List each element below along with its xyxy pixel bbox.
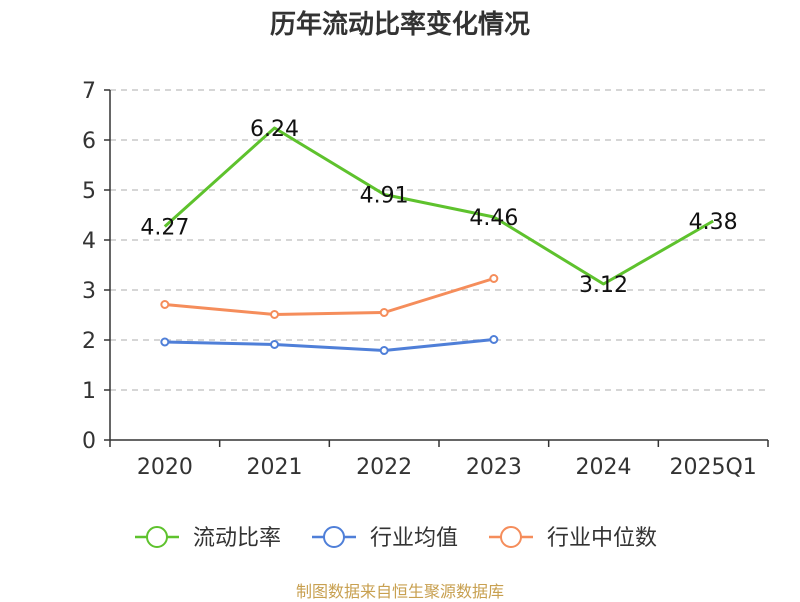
data-label: 6.24 [250,117,299,142]
data-label: 4.91 [360,184,409,209]
legend: 流动比率 行业均值 行业中位数 [135,526,657,551]
y-tick-label: 5 [82,179,96,204]
series-line-2 [164,277,495,316]
x-tick-label: 2024 [576,455,632,480]
x-tick-label: 2022 [356,455,412,480]
y-tick-label: 0 [82,429,96,454]
data-point [379,346,389,355]
data-point [160,337,170,347]
y-tick-label: 7 [82,79,96,104]
y-tick-label: 6 [82,129,96,154]
y-tick-label: 1 [82,379,96,404]
y-tick-label: 4 [82,229,96,254]
x-tick-label: 2020 [137,455,193,480]
legend-label: 流动比率 [193,526,281,551]
data-label: 3.12 [579,273,628,298]
data-label: 4.27 [140,216,189,241]
data-point [270,340,279,349]
x-tick-label: 2023 [466,455,522,480]
legend-label: 行业均值 [370,526,458,551]
source-note: 制图数据来自恒生聚源数据库 [295,582,504,601]
legend-marker [323,526,345,548]
series-lines [160,126,714,355]
series-line-0 [163,126,714,286]
legend-label: 行业中位数 [547,526,657,551]
chart-title: 历年流动比率变化情况 [269,10,530,40]
axes: 0 1 2 3 4 5 6 7 2020 2021 2022 2023 2024 2025Q1 [82,79,769,480]
x-tick-label: 2021 [247,455,303,480]
series-line-1 [164,338,494,352]
data-point [489,335,499,344]
data-point [489,274,499,283]
data-label: 4.46 [469,206,518,231]
y-tick-label: 3 [82,279,96,304]
data-point [160,300,170,309]
legend-marker [146,526,168,548]
data-label: 4.38 [689,210,738,235]
data-point [379,308,389,317]
legend-marker [500,526,522,548]
y-tick-label: 2 [82,329,96,354]
data-point [270,310,279,319]
x-tick-label: 2025Q1 [670,455,757,480]
data-labels: 4.27 6.24 4.91 4.46 3.12 4.38 [140,117,737,298]
